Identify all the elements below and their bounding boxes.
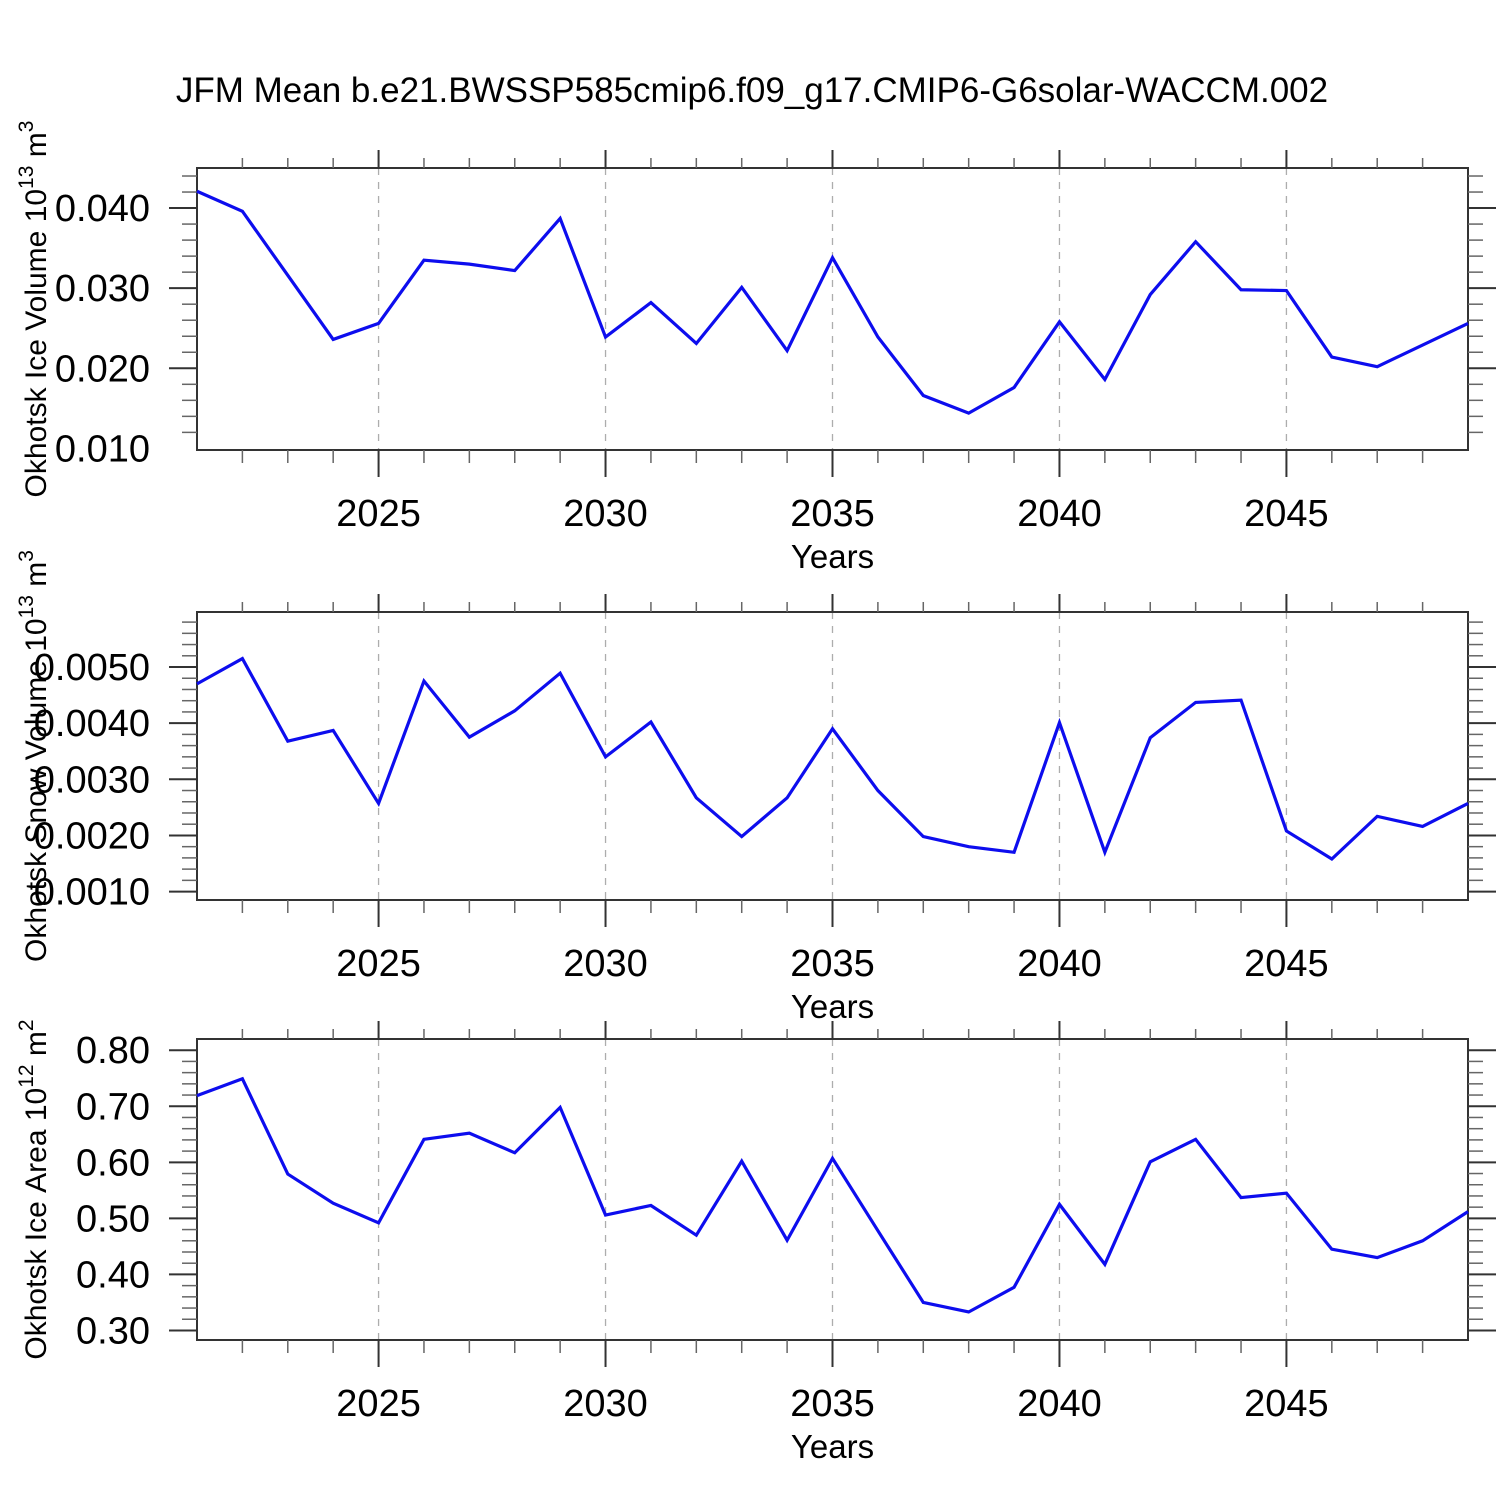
x-tick-label: 2025 [336,493,421,535]
y-axis-title-part: m [20,132,53,165]
x-tick-label: 2045 [1244,1383,1329,1425]
y-tick-label: 0.40 [76,1254,150,1296]
y-axis-title: Okhotsk Ice Area 1012 m2 [15,1019,53,1359]
data-line-okhotsk-snow-volume [196,656,1469,862]
y-tick-label: 0.0040 [34,703,150,745]
y-axis-title-part: Okhotsk Ice Volume 10 [20,189,53,498]
x-tick-label: 2045 [1244,493,1329,535]
y-tick-label: 0.030 [55,268,150,310]
y-axis-title-part: 12 [15,1064,38,1087]
y-axis-title-part: Okhotsk Ice Area 10 [20,1088,53,1360]
panel-okhotsk-snow-volume: 0.0010 0.0020 0.0030 0.0040 0.0050 2025 2030 20… [15,550,1496,1025]
x-axis-title: Years [791,1428,874,1465]
y-axis-title: Okhotsk Snow Volume 1013 m3 [15,550,53,962]
x-tick-label: 2030 [563,493,648,535]
y-tick-label: 0.60 [76,1142,150,1184]
x-tick-label: 2040 [1017,493,1102,535]
data-line-okhotsk-ice-volume [196,189,1469,415]
y-tick-label: 0.0050 [34,647,150,689]
panel-okhotsk-ice-volume: 0.010 0.020 0.030 0.040 2025 2030 2035 2040 2045… [15,121,1496,575]
y-tick-label: 0.0010 [34,872,150,914]
x-tick-label: 2030 [563,943,648,985]
data-line-okhotsk-ice-area [196,1076,1469,1314]
y-tick-label: 0.50 [76,1198,150,1240]
x-tick-label: 2035 [790,493,875,535]
x-tick-label: 2040 [1017,1383,1102,1425]
panel-okhotsk-ice-area: 0.30 0.40 0.50 0.60 0.70 0.80 2025 2030 2035 2040… [15,1019,1496,1465]
x-axis-title: Years [791,988,874,1025]
y-tick-label: 0.30 [76,1310,150,1352]
x-tick-label: 2025 [336,1383,421,1425]
y-tick-label: 0.80 [76,1030,150,1072]
y-axis-title-part: m [20,1031,53,1064]
x-tick-label: 2040 [1017,943,1102,985]
y-axis-title: Okhotsk Ice Volume 1013 m3 [15,121,53,498]
y-tick-label: 0.010 [55,428,150,470]
y-axis-title-part: Okhotsk Snow Volume 10 [20,618,53,962]
x-axis-title: Years [791,538,874,575]
x-tick-label: 2035 [790,943,875,985]
y-tick-label: 0.70 [76,1086,150,1128]
y-tick-label: 0.020 [55,348,150,390]
x-tick-label: 2035 [790,1383,875,1425]
y-axis-title-part: 3 [15,121,38,133]
y-axis-title-part: 13 [15,595,38,618]
y-axis-title-part: m [20,562,53,595]
y-axis-title-part: 3 [15,550,38,562]
x-tick-label: 2025 [336,943,421,985]
y-axis-title-part: 13 [15,166,38,189]
x-tick-label: 2030 [563,1383,648,1425]
plot-title: JFM Mean b.e21.BWSSP585cmip6.f09_g17.CMI… [176,71,1328,110]
y-axis-title-part: 2 [15,1019,38,1031]
x-tick-label: 2045 [1244,943,1329,985]
y-tick-label: 0.040 [55,188,150,230]
y-tick-label: 0.0020 [34,815,150,857]
y-tick-label: 0.0030 [34,759,150,801]
